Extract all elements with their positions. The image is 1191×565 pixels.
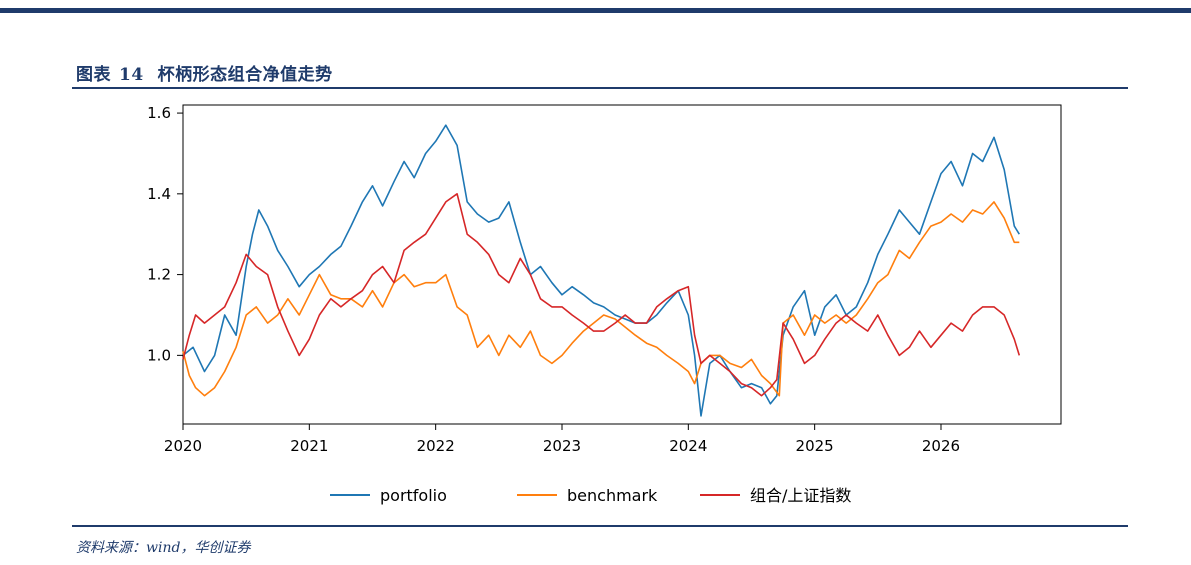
legend-item-1: benchmark: [517, 486, 658, 505]
x-tick-label-3: 2023: [543, 437, 581, 455]
legend: portfolio benchmark 组合/上证指数: [330, 486, 851, 505]
plot-frame: [182, 104, 1062, 425]
series-line-2: [182, 193, 1021, 397]
legend-label-1: benchmark: [567, 486, 658, 505]
legend-item-0: portfolio: [330, 486, 447, 505]
axis-layer: 2020 2021 2022 2023 2024 2025 2026 1.0 1.2 1.4 1.6: [147, 104, 960, 455]
x-tick-label-4: 2024: [669, 437, 707, 455]
y-tick-label-1: 1.2: [147, 266, 171, 284]
x-tick-label-6: 2026: [922, 437, 960, 455]
figure-title-text: 杯柄形态组合净值走势: [157, 65, 333, 85]
series-line-0: [182, 124, 1020, 417]
legend-label-0: portfolio: [380, 486, 447, 505]
figure-number: 14: [119, 65, 144, 85]
top-rule: [0, 8, 1191, 13]
x-tick-label-1: 2021: [290, 437, 328, 455]
y-tick-label-3: 1.6: [147, 104, 171, 122]
figure-title: 图表 14 杯柄形态组合净值走势: [76, 60, 333, 85]
x-tick-label-0: 2020: [164, 437, 202, 455]
y-tick-label-0: 1.0: [147, 346, 171, 364]
series-layer: [182, 124, 1021, 417]
series-line-1: [182, 201, 1020, 397]
x-tick-label-5: 2025: [796, 437, 834, 455]
y-tick-label-2: 1.4: [147, 185, 171, 203]
legend-item-2: 组合/上证指数: [700, 486, 851, 505]
title-rule: [72, 87, 1128, 89]
source-note: 资料来源：wind，华创证券: [76, 540, 251, 556]
legend-label-2: 组合/上证指数: [750, 486, 851, 505]
x-tick-label-2: 2022: [417, 437, 455, 455]
bottom-rule: [72, 525, 1128, 527]
figure-label: 图表: [76, 65, 111, 85]
